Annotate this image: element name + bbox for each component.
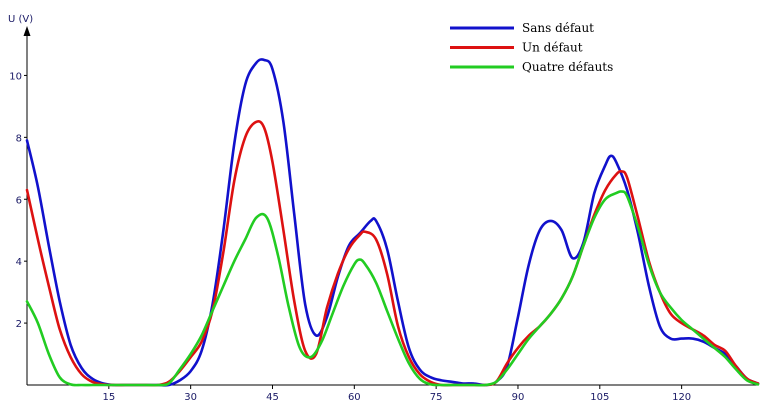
axes [23, 26, 758, 386]
y-axis-title: U (V) [8, 14, 33, 25]
legend-label: Sans défaut [522, 21, 594, 35]
series-layer [25, 58, 760, 387]
x-tick-label: 90 [512, 392, 525, 403]
series-line-2 [25, 119, 760, 387]
series-line-1 [25, 58, 760, 387]
legend: Sans défaut Un défaut Quatre défauts [450, 21, 613, 74]
legend-label: Un défaut [522, 41, 583, 55]
y-tick-label: 8 [16, 133, 22, 144]
x-tick-label: 75 [430, 392, 443, 403]
y-ticks: 2 4 6 8 10 [9, 71, 27, 330]
x-tick-label: 45 [266, 392, 279, 403]
y-tick-label: 6 [16, 195, 22, 206]
legend-label: Quatre défauts [522, 60, 613, 74]
x-tick-label: 120 [672, 392, 691, 403]
series-line-3 [25, 190, 760, 387]
x-tick-label: 60 [348, 392, 361, 403]
x-ticks: 15 30 45 60 75 90 105 120 [102, 385, 691, 403]
x-tick-label: 15 [102, 392, 115, 403]
y-axis-arrow [23, 26, 31, 36]
x-tick-label: 30 [184, 392, 197, 403]
y-tick-label: 10 [9, 71, 22, 82]
y-tick-label: 2 [16, 319, 22, 330]
x-tick-label: 105 [590, 392, 609, 403]
y-tick-label: 4 [16, 257, 22, 268]
